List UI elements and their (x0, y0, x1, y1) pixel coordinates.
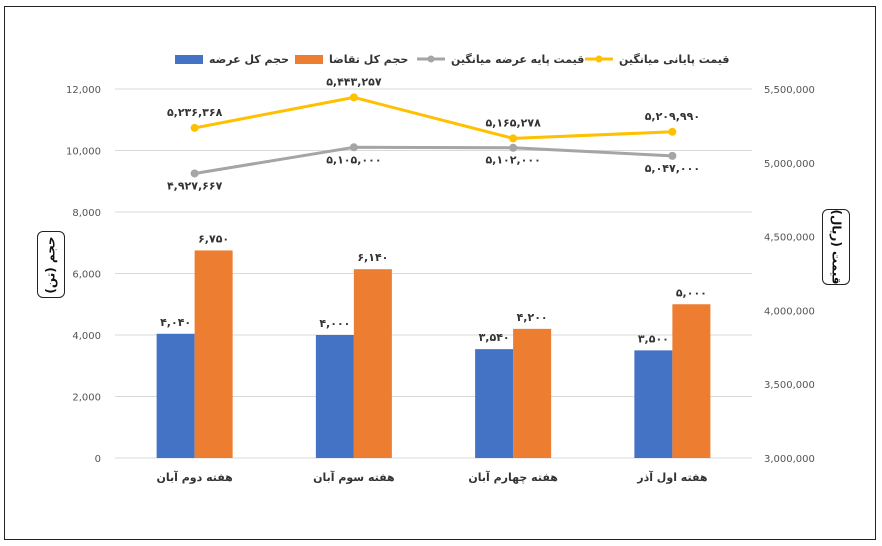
right-tick-label: 5,500,000 (764, 85, 815, 96)
line-value-label: ۵,۰۴۷,۰۰۰ (645, 162, 700, 175)
right-tick-label: 4,500,000 (764, 233, 815, 244)
legend-label: حجم کل تقاضا (329, 53, 408, 66)
bar-value-label: ۶,۱۴۰ (357, 251, 388, 264)
bar (513, 328, 552, 458)
line-value-label: ۵,۴۴۳,۲۵۷ (326, 75, 382, 88)
bar (315, 335, 354, 458)
line-value-label: ۵,۲۳۶,۳۶۸ (167, 106, 223, 119)
left-tick-label: 2,000 (72, 393, 101, 404)
line-point (668, 151, 677, 160)
right-axis-title-text: قیمت (ریال) (829, 209, 844, 285)
category-label: هفته اول آذر (636, 470, 707, 484)
left-tick-label: 8,000 (72, 208, 101, 219)
line-value-label: ۴,۹۲۷,۶۶۷ (167, 179, 223, 192)
line-value-label: ۵,۱۶۵,۲۷۸ (485, 116, 541, 129)
bar-value-label: ۶,۷۵۰ (198, 232, 229, 245)
line-point (190, 123, 199, 132)
category-label: هفته دوم آبان (156, 470, 232, 484)
line-point (509, 134, 518, 143)
line-point (509, 143, 518, 152)
line-point (190, 169, 199, 178)
right-tick-label: 3,000,000 (764, 454, 815, 465)
line-value-label: ۵,۲۰۹,۹۹۰ (645, 110, 700, 123)
bar-value-label: ۴,۰۰۰ (319, 317, 350, 330)
legend-label: قیمت پایه عرضه میانگین (451, 53, 584, 66)
legend-marker (595, 55, 603, 63)
right-tick-label: 5,000,000 (764, 159, 815, 170)
bar-value-label: ۳,۵۴۰ (479, 331, 510, 344)
line-point (668, 127, 677, 136)
bar-value-label: ۵,۰۰۰ (676, 286, 707, 299)
left-tick-label: 10,000 (66, 147, 101, 158)
category-label: هفته چهارم آبان (468, 470, 558, 484)
bar (353, 269, 392, 458)
bar (672, 304, 711, 458)
left-tick-label: 4,000 (72, 331, 101, 342)
legend-swatch (295, 55, 323, 64)
line-value-label: ۵,۱۰۵,۰۰۰ (326, 153, 381, 166)
legend-marker (427, 55, 435, 63)
legend-label: قیمت پایانی میانگین (619, 53, 730, 66)
right-tick-label: 3,500,000 (764, 380, 815, 391)
series-line (194, 145, 673, 175)
series-line (194, 95, 673, 140)
bar (156, 333, 195, 458)
legend-label: حجم کل عرضه (209, 53, 289, 66)
left-axis-title-text: حجم (تن) (44, 235, 59, 294)
bar-value-label: ۴,۰۴۰ (160, 316, 191, 329)
line-point (349, 143, 358, 152)
bar-value-label: ۳,۵۰۰ (638, 332, 669, 345)
bar (194, 250, 233, 458)
right-axis-title: قیمت (ریال) (822, 209, 850, 285)
legend-swatch (175, 55, 203, 64)
bar (475, 349, 514, 458)
left-axis-title: حجم (تن) (37, 231, 65, 298)
line-value-label: ۵,۱۰۲,۰۰۰ (485, 154, 540, 167)
line-point (349, 93, 358, 102)
left-tick-label: 6,000 (72, 270, 101, 281)
category-label: هفته سوم آبان (313, 470, 395, 484)
bar (634, 350, 673, 458)
right-tick-label: 4,000,000 (764, 306, 815, 317)
left-tick-label: 12,000 (66, 85, 101, 96)
left-tick-label: 0 (95, 454, 101, 465)
bar-value-label: ۴,۲۰۰ (517, 311, 548, 324)
